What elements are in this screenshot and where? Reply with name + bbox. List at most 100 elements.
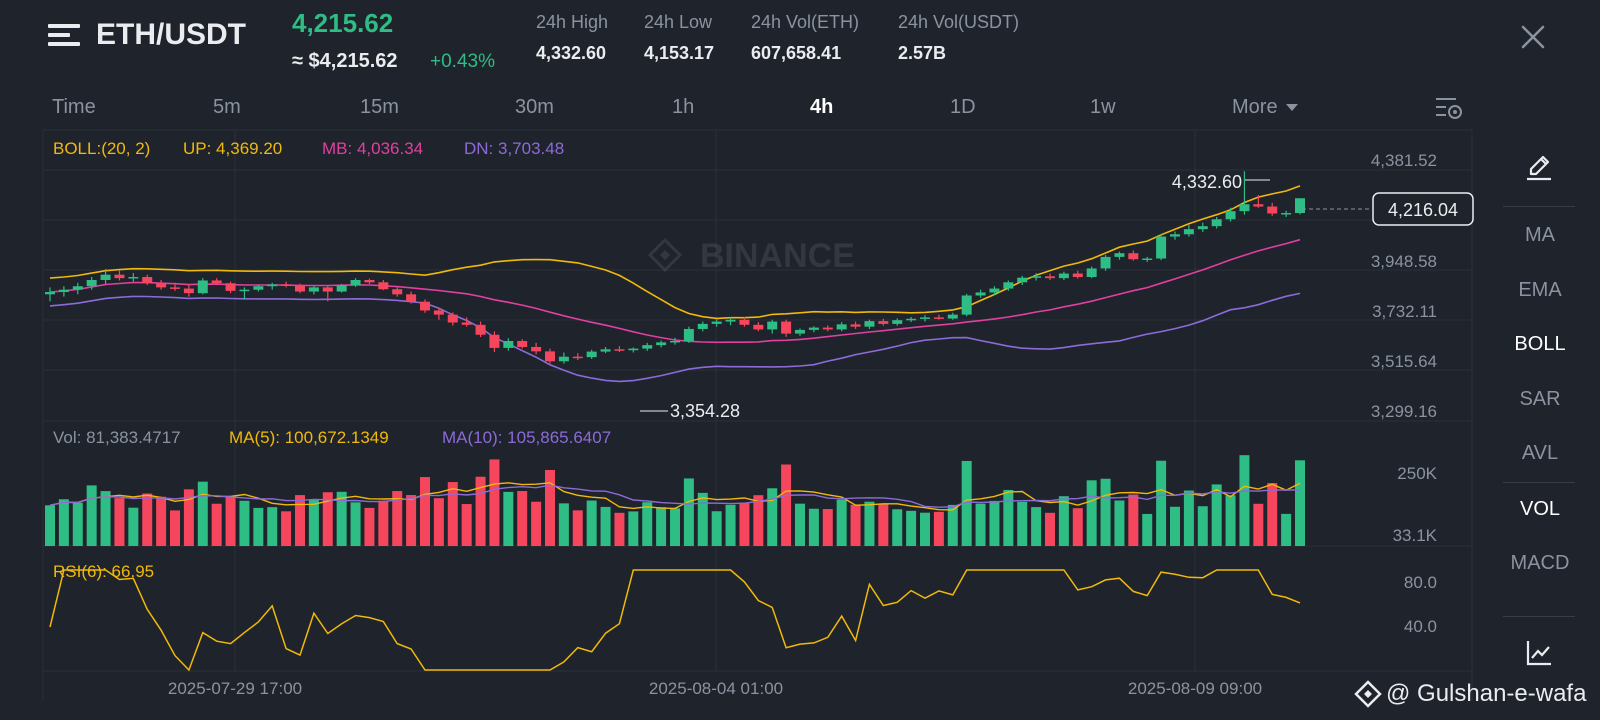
candle-body <box>1225 211 1236 220</box>
candle <box>142 274 153 286</box>
chart-settings-icon[interactable] <box>1434 94 1464 122</box>
current-price-tag: 4,216.04 <box>1372 192 1474 226</box>
candle-body <box>1128 253 1139 260</box>
indicator-ma[interactable]: MA <box>1525 224 1555 246</box>
candle-body <box>711 321 722 324</box>
boll-upper-line <box>49 185 1301 320</box>
candle-body <box>322 287 333 292</box>
indicator-macd[interactable]: MACD <box>1510 552 1570 574</box>
tab-15m[interactable]: 15m <box>360 96 399 118</box>
boll-legend-dn: DN: 3,703.48 <box>464 139 564 158</box>
pair-title[interactable]: ETH/USDT <box>96 18 246 51</box>
candle-body <box>739 319 750 325</box>
candle-body <box>364 279 375 283</box>
candle-body <box>1239 204 1250 212</box>
indicator-boll[interactable]: BOLL <box>1514 333 1566 355</box>
tab-5m[interactable]: 5m <box>213 96 241 118</box>
candle <box>156 279 167 290</box>
volume-ma10-line <box>49 484 1301 508</box>
candle <box>58 286 69 297</box>
volume-bar <box>670 508 680 546</box>
pencil-icon[interactable] <box>1524 152 1554 182</box>
candle-body <box>572 356 583 359</box>
close-icon[interactable] <box>1518 22 1548 52</box>
tab-time[interactable]: Time <box>52 96 96 118</box>
tab-1d[interactable]: 1D <box>950 96 976 118</box>
candle <box>1295 198 1305 215</box>
tab-1h[interactable]: 1h <box>672 96 695 118</box>
candle-body <box>628 348 639 351</box>
volume-bar <box>1031 507 1042 546</box>
candle <box>1197 222 1208 232</box>
candle <box>572 353 583 361</box>
volume-bar <box>281 511 292 546</box>
candle-body <box>350 279 361 286</box>
candle <box>114 270 125 281</box>
candle <box>1211 216 1222 229</box>
volume-bar <box>45 505 55 546</box>
candle <box>364 278 375 284</box>
volume-bar <box>850 504 861 546</box>
candle <box>781 319 792 337</box>
candlesticks <box>45 171 1305 364</box>
binance-logo-icon <box>1354 680 1382 708</box>
candle <box>461 317 472 327</box>
price-axis-label: 3,299.16 <box>1371 402 1437 421</box>
candle <box>614 346 625 353</box>
menu-icon[interactable] <box>48 24 80 50</box>
candle-body <box>586 351 597 358</box>
volume-bar <box>1100 478 1111 546</box>
candle-body <box>517 340 528 347</box>
candle-body <box>461 322 472 325</box>
candle <box>225 281 236 294</box>
chart-line-icon[interactable] <box>1524 638 1554 668</box>
binance-watermark: BINANCE <box>647 237 855 275</box>
candle <box>1086 266 1097 279</box>
candle-body <box>475 324 486 335</box>
candle <box>920 315 930 322</box>
candle-body <box>253 286 264 290</box>
candle <box>1017 275 1028 286</box>
volume-bar <box>239 500 250 546</box>
candle <box>378 279 389 291</box>
candle <box>517 339 528 349</box>
volume-bar <box>170 510 180 546</box>
candle-body <box>1058 273 1069 279</box>
candle <box>906 316 917 323</box>
candle <box>947 312 958 320</box>
panel-divider <box>1503 206 1575 207</box>
candle-body <box>447 314 458 323</box>
volume-bar <box>961 460 972 546</box>
watermark-text: BINANCE <box>700 237 855 275</box>
tab-30m[interactable]: 30m <box>515 96 554 118</box>
price-axis-label: 3,515.64 <box>1371 352 1437 371</box>
candle <box>697 321 708 332</box>
indicator-vol[interactable]: VOL <box>1519 498 1561 520</box>
candle-body <box>114 274 125 279</box>
indicator-ema[interactable]: EMA <box>1518 279 1562 301</box>
candle-body <box>267 284 278 287</box>
candle-body <box>697 323 708 329</box>
volume-bar <box>822 509 833 546</box>
candle-body <box>920 317 930 319</box>
candle <box>100 268 111 284</box>
candle-body <box>892 320 903 324</box>
rsi-legend: RSI(6): 66.95 <box>53 562 154 581</box>
tab-1w[interactable]: 1w <box>1090 96 1116 118</box>
candle-body <box>947 314 958 319</box>
candle-body <box>100 274 111 280</box>
candle-body <box>642 345 653 349</box>
time-axis-label: 2025-07-29 17:00 <box>168 679 302 698</box>
indicator-avl[interactable]: AVL <box>1521 442 1559 464</box>
volume-bar <box>58 499 69 546</box>
tab-more[interactable]: More <box>1232 96 1299 119</box>
candle <box>975 289 986 298</box>
volume-bar <box>864 501 875 546</box>
tab-4h[interactable]: 4h <box>810 96 834 118</box>
indicator-sar[interactable]: SAR <box>1519 388 1561 410</box>
candle-body <box>1017 277 1028 283</box>
candle <box>586 349 597 359</box>
candle <box>336 283 347 293</box>
low-marker: 3,354.28 <box>640 401 740 421</box>
